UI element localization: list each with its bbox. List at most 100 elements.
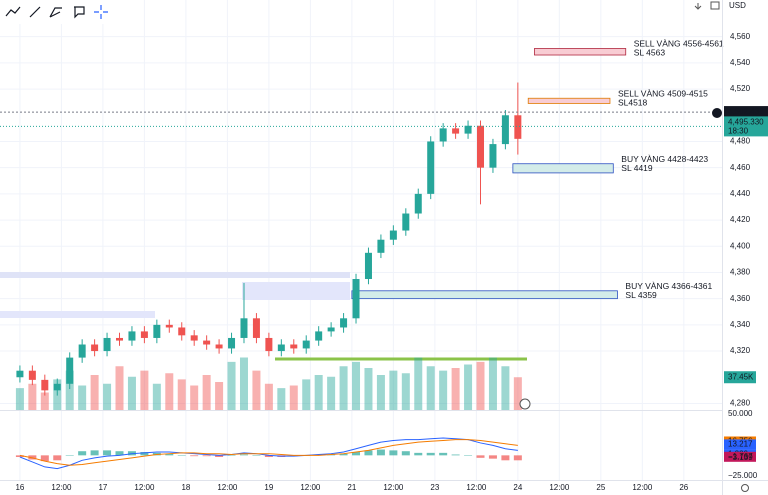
macd-histogram [165, 453, 174, 456]
candle-body [78, 344, 86, 358]
band [0, 311, 155, 318]
y-tick-label: 4,560 [730, 32, 751, 41]
tool-fib[interactable] [49, 7, 62, 18]
tool-note[interactable] [74, 6, 85, 19]
volume-bar [439, 370, 448, 410]
candle-body [477, 125, 485, 168]
candle-body [265, 337, 273, 352]
candle-body [41, 379, 49, 391]
volume-label: 37.45K [728, 372, 754, 381]
candle-body [128, 331, 136, 341]
candle-body [377, 239, 385, 253]
axis-menu[interactable] [694, 3, 702, 10]
candle-body [91, 344, 99, 352]
candle-body [153, 324, 161, 338]
macd-histogram [78, 451, 87, 456]
volume-bar [364, 368, 373, 410]
macd-histogram [227, 455, 236, 456]
volume-bar [376, 375, 385, 410]
axis-lock[interactable] [710, 1, 720, 10]
currency[interactable]: USD [729, 1, 746, 10]
volume-bar [352, 361, 361, 410]
zone [534, 48, 627, 56]
volume-box [724, 371, 756, 384]
zone [351, 290, 618, 300]
candle-body [103, 337, 111, 352]
macd-histogram [439, 452, 448, 456]
zone-sl: SL 4419 [621, 163, 653, 173]
tool-trend[interactable] [5, 6, 21, 17]
volume-bar [302, 379, 311, 410]
volume-bar [103, 383, 112, 410]
y-tick-label: 4,440 [730, 189, 751, 198]
macd-histogram [426, 452, 435, 456]
candle-body [464, 125, 472, 134]
replay-icon[interactable] [519, 398, 531, 410]
volume-bar [501, 366, 510, 410]
x-tick-label: 12:00 [51, 483, 72, 492]
zone-label: BUY VÀNG 4366-4361 [625, 281, 712, 291]
volume-bar [90, 375, 99, 410]
volume-bar [476, 361, 485, 410]
candle-body [140, 331, 148, 338]
volume-bar [339, 366, 348, 410]
candle-body [427, 141, 435, 194]
tool-cross[interactable] [94, 5, 108, 19]
candle-body [514, 115, 522, 139]
candle-body [439, 128, 447, 142]
candle-body [352, 279, 360, 319]
candle-body [452, 128, 460, 134]
candle-body [489, 144, 497, 168]
candle-body [315, 331, 323, 341]
macd-histogram [53, 455, 62, 461]
last-price-box [724, 106, 768, 119]
y-tick-label: 4,380 [730, 268, 751, 277]
macd-histogram [464, 455, 473, 456]
candle-body [340, 318, 348, 328]
macd-histogram [202, 455, 211, 457]
volume-bar [227, 361, 236, 410]
volume-bar [28, 383, 37, 410]
volume-bar [414, 357, 423, 410]
candle-body [277, 344, 285, 352]
y-tick-label: 4,340 [730, 320, 751, 329]
macd-histogram [40, 455, 49, 462]
macd-histogram [451, 454, 460, 456]
candle-body [178, 327, 186, 336]
candle-body [116, 337, 124, 341]
candle-body [290, 344, 298, 349]
volume-bar [215, 382, 224, 410]
macd-histogram [389, 450, 398, 456]
x-tick-label: 12:00 [632, 483, 653, 492]
toolbar [0, 0, 112, 24]
price-marker-icon[interactable] [712, 108, 722, 118]
macd-line [19, 437, 518, 470]
macd-histogram [352, 452, 361, 456]
volume-bar [202, 375, 211, 410]
volume-bar [451, 368, 460, 410]
candle-body [252, 318, 260, 338]
macd-histogram [376, 449, 385, 456]
candle-body [28, 370, 36, 380]
zone-label: SELL VÀNG 4509-4515 [618, 88, 708, 98]
candle-body [302, 340, 310, 349]
macd-histogram [501, 455, 510, 461]
x-tick-label: 19 [264, 483, 273, 492]
zone [512, 163, 614, 174]
macd-histogram [476, 455, 485, 458]
tool-line[interactable] [29, 6, 41, 18]
last-price-label: 4,502.438 [728, 107, 764, 116]
y-tick-label: 4,520 [730, 84, 751, 93]
volume-bar [252, 370, 261, 410]
volume-bar [165, 373, 174, 410]
candle-body [165, 324, 173, 328]
zone-sl: SL4518 [618, 97, 648, 107]
macd-histogram [15, 455, 24, 457]
zone-sl: SL 4359 [625, 290, 657, 300]
band [242, 282, 350, 300]
volume-bar [152, 383, 161, 410]
macd-histogram [177, 455, 186, 456]
volume-bar [327, 376, 336, 410]
settings[interactable] [741, 484, 749, 492]
